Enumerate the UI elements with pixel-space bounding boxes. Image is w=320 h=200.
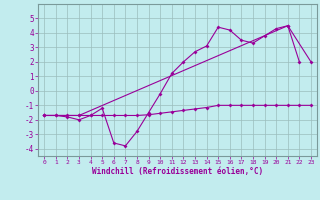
X-axis label: Windchill (Refroidissement éolien,°C): Windchill (Refroidissement éolien,°C) (92, 167, 263, 176)
